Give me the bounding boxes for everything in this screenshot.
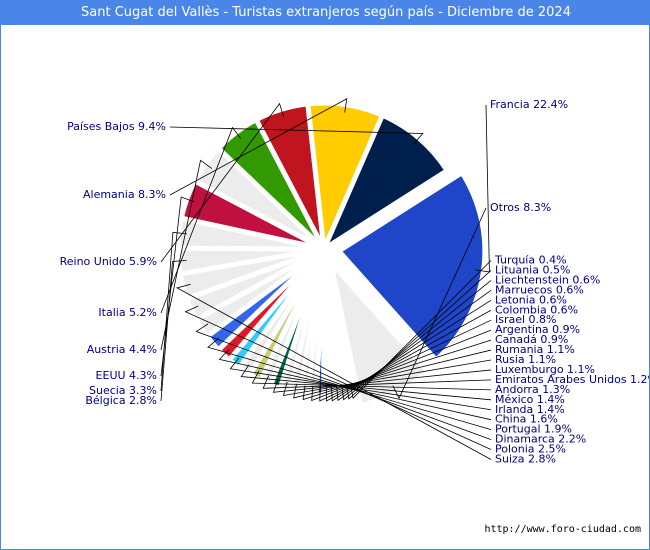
slice-label-luxemburgo: Luxemburgo 1.1%: [495, 363, 595, 376]
pie-chart: Francia 22.4% Otros 8.3% Turquía 0.4%Litua…: [60, 97, 649, 466]
slice-label-canada: Canadá 0.9%: [495, 333, 568, 346]
slice-label-alemania: Alemania 8.3%: [83, 188, 166, 201]
leader-line-canada: [302, 339, 492, 401]
slice-label-marruecos: Marruecos 0.6%: [495, 283, 584, 296]
leader-line-alemania: [169, 97, 348, 196]
source-url: http://www.foro-ciudad.com: [484, 524, 641, 535]
leader-line-reino-unido: [160, 102, 285, 263]
slice-label-argentina: Argentina 0.9%: [495, 323, 580, 336]
slice-label-otros: Otros 8.3%: [490, 201, 551, 214]
slice-label-portugal: Portugal 1.9%: [495, 423, 572, 436]
slice-label-letonia: Letonia 0.6%: [495, 293, 567, 306]
slice-label-paises-bajos: Países Bajos 9.4%: [67, 120, 166, 133]
slice-label-rumania: Rumania 1.1%: [495, 343, 575, 356]
slice-label-austria: Austria 4.4%: [87, 343, 157, 356]
leader-line-irlanda: [229, 357, 492, 411]
leader-line-andorra: [251, 370, 492, 391]
leader-line-rusia: [282, 359, 492, 396]
leader-line-portugal: [207, 337, 492, 431]
leader-line-dinamarca: [195, 323, 492, 440]
slice-label-rusia: Rusia 1.1%: [495, 353, 556, 366]
leader-line-argentina: [311, 329, 492, 402]
slice-label-reino-unido: Reino Unido 5.9%: [60, 255, 157, 268]
slice-label-lituania: Lituania 0.5%: [495, 263, 570, 276]
slice-label-liechtenstein: Liechtenstein 0.6%: [495, 273, 600, 286]
leader-line-austria: [160, 159, 213, 351]
leader-line-belgica: [160, 259, 187, 402]
slice-label-eeuu: EEUU 4.3%: [96, 369, 157, 382]
slice-label-turquia: Turquía 0.4%: [494, 254, 567, 267]
slice-label-polonia: Polonia 2.5%: [495, 443, 566, 456]
leader-line-letonia: [331, 299, 492, 402]
slice-label-andorra: Andorra 1.3%: [495, 383, 570, 396]
slice-label-suiza: Suiza 2.8%: [495, 453, 556, 466]
leader-line-otros: [392, 207, 487, 400]
slice-label-francia: Francia 22.4%: [490, 98, 568, 111]
slice-label-dinamarca: Dinamarca 2.2%: [495, 433, 586, 446]
slice-label-colombia: Colombia 0.6%: [495, 303, 578, 316]
leader-line-italia: [160, 126, 242, 314]
leader-line-paises-bajos: [169, 126, 424, 145]
chart-title: Sant Cugat del Vallès - Turistas extranj…: [1, 1, 650, 25]
leader-line-marruecos: [336, 290, 492, 402]
leader-line-suiza: [175, 283, 492, 460]
leader-line-mexico: [240, 364, 492, 401]
pie-labels: Francia 22.4% Otros 8.3% Turquía 0.4%Litua…: [60, 98, 649, 466]
leader-line-rumania: [293, 349, 492, 399]
slice-label-irlanda: Irlanda 1.4%: [495, 403, 565, 416]
leader-line-emiratos-arabes-unidos: [262, 375, 492, 389]
pie-leader-lines: [160, 97, 492, 460]
slice-label-suecia: Suecia 3.3%: [89, 384, 157, 397]
slice-label-israel: Israel 0.8%: [495, 313, 557, 326]
leader-line-colombia: [325, 309, 492, 402]
slice-label-emiratos-arabes-unidos: Emiratos Arabes Unidos 1.2%: [495, 373, 649, 386]
slice-label-belgica: Bélgica 2.8%: [85, 394, 157, 407]
slice-label-china: China 1.6%: [495, 413, 558, 426]
slice-label-mexico: México 1.4%: [495, 393, 565, 406]
slice-label-italia: Italia 5.2%: [98, 306, 157, 319]
